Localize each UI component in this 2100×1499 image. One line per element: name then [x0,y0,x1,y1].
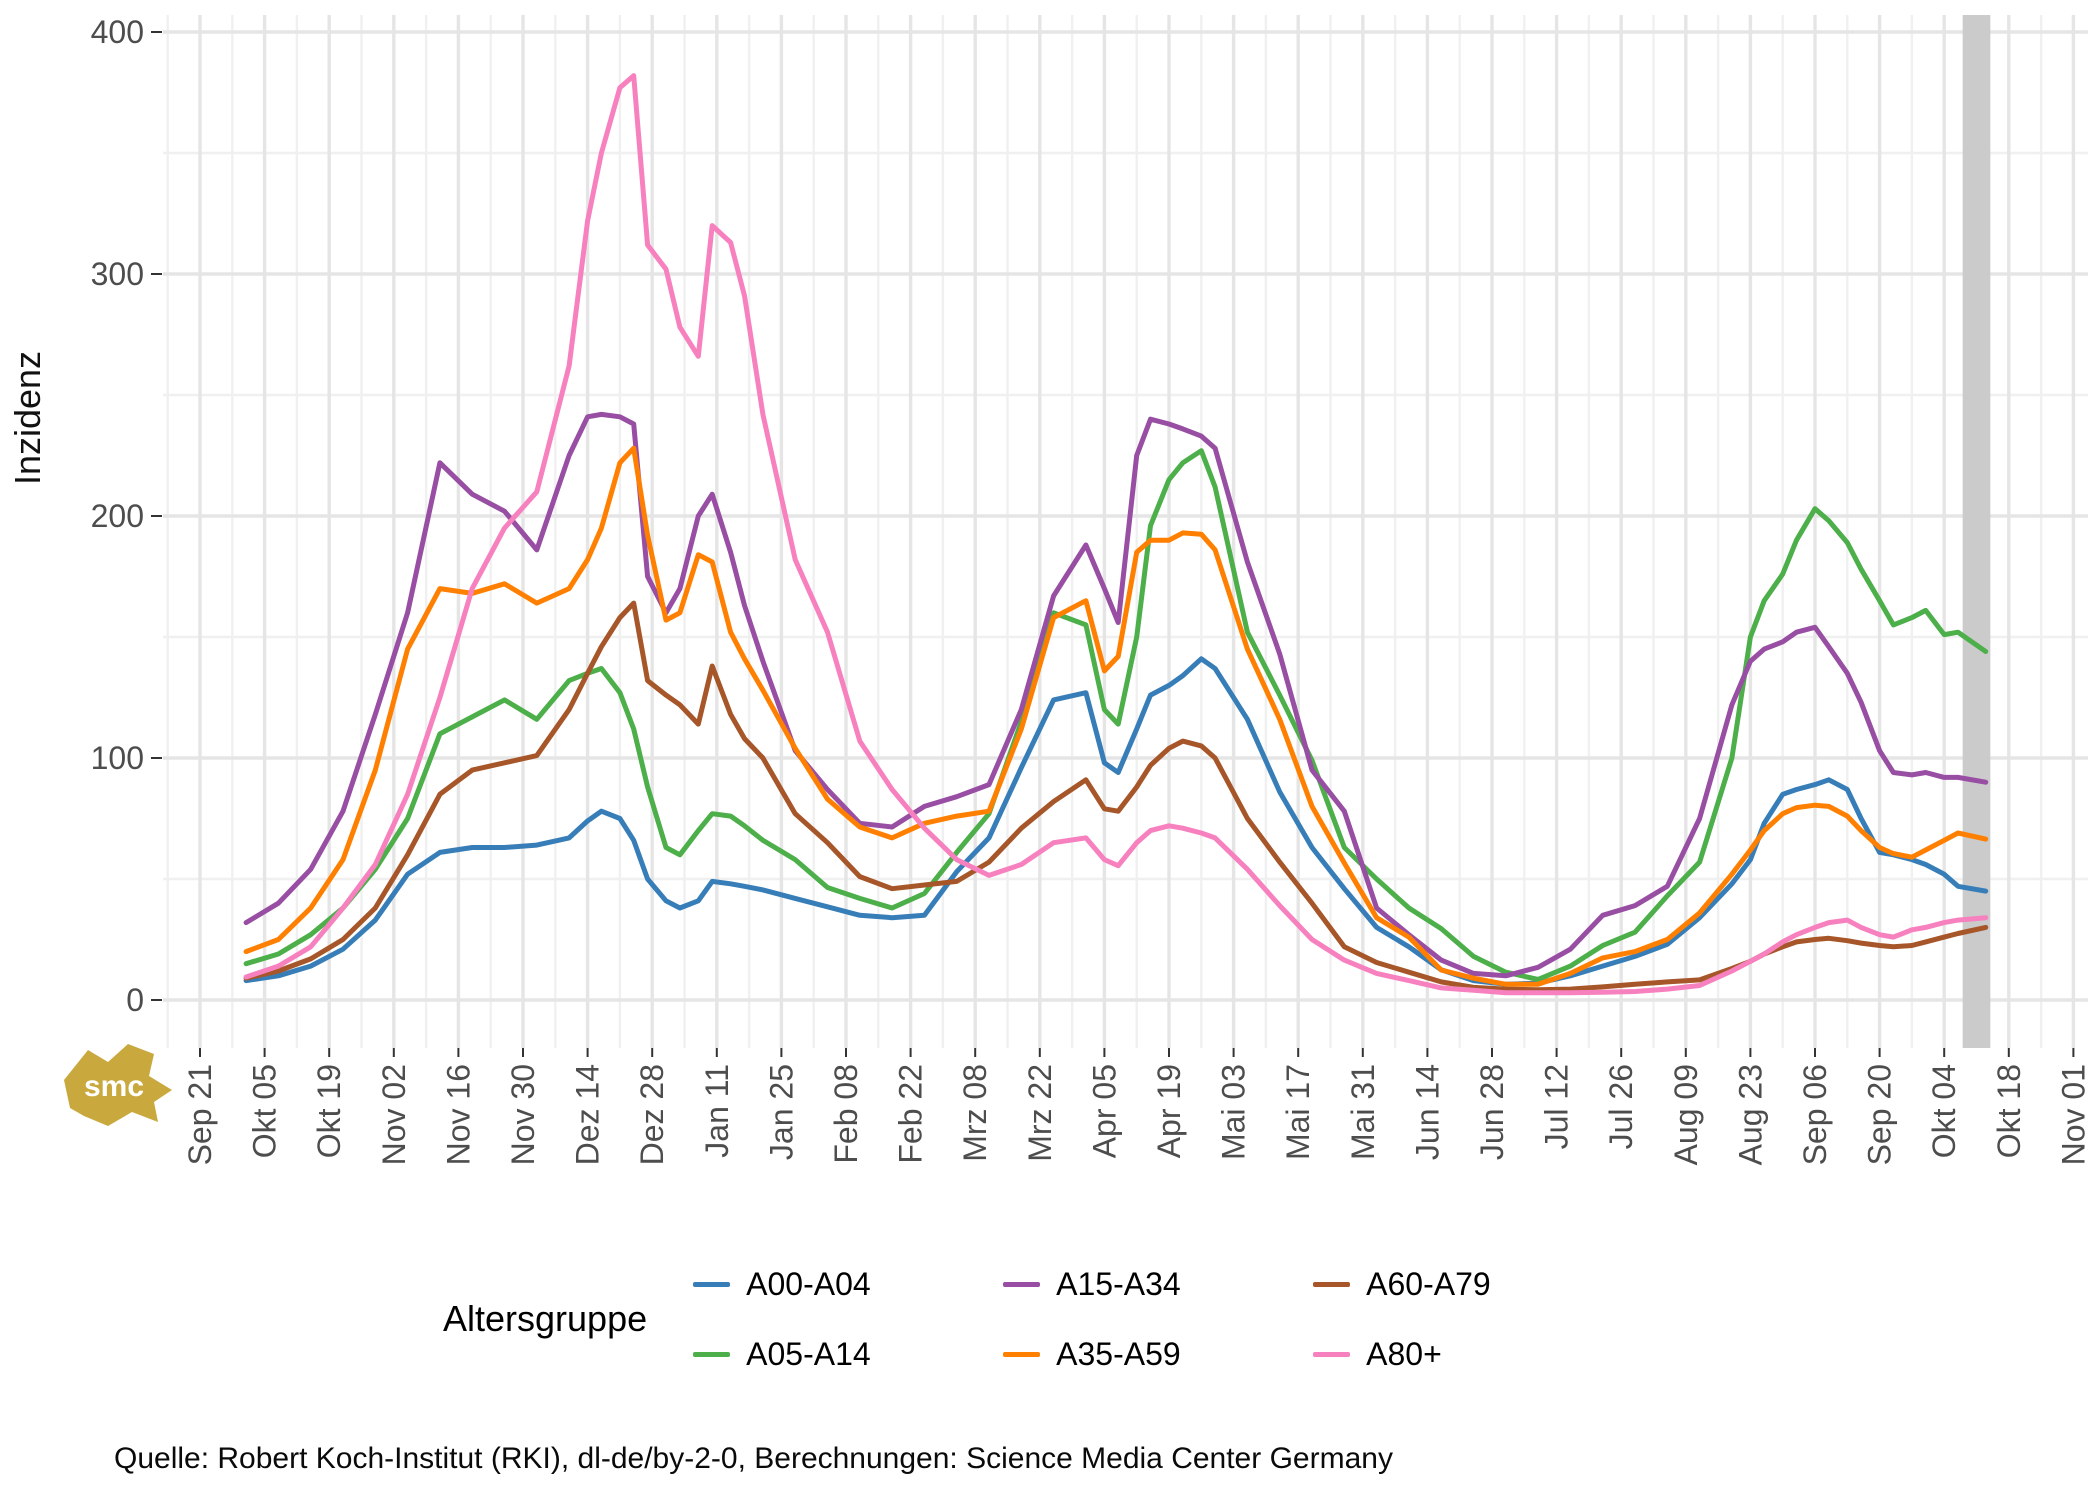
legend-key-line-icon [1313,1351,1351,1357]
source-attribution: Quelle: Robert Koch-Institut (RKI), dl-d… [114,1442,1393,1475]
x-tick-label: Sep 06 [1797,1064,1833,1165]
x-tick-label: Feb 08 [828,1064,864,1164]
x-tick-label: Mai 31 [1345,1064,1381,1160]
legend-item-a00-a04: A00-A04 [693,1268,939,1300]
y-tick-label: 200 [91,498,144,534]
series-line-a35-a59 [243,445,1989,987]
x-tick-label: Nov 02 [376,1064,412,1165]
x-tick-label: Mrz 08 [957,1064,993,1162]
series-line-a05-a14 [243,448,1989,982]
y-tick-label: 400 [91,14,144,50]
smc-logo-shape [64,1044,172,1126]
x-tick-label: Nov 30 [505,1064,541,1165]
x-tick-label: Jul 12 [1539,1064,1575,1149]
y-axis-title: Inzidenz [7,351,48,485]
x-tick-label: Dez 28 [634,1064,670,1165]
legend-key-line-icon [1313,1281,1351,1287]
provisional-data-band [1962,15,1991,1048]
legend-item-a60-a79: A60-A79 [1313,1268,1559,1300]
legend-key-line-icon [693,1351,731,1357]
grid-major [163,15,2088,1048]
series-lines [243,73,1989,996]
legend-item-label: A00-A04 [746,1266,871,1302]
x-tick-label: Nov 16 [440,1064,476,1165]
x-tick-label: Sep 21 [182,1064,218,1165]
y-axis-tick-labels: 0 100 200 300 400 [91,14,144,1018]
grid-minor [163,15,2088,1048]
x-tick-label: Sep 20 [1862,1064,1898,1165]
x-tick-label: Okt 18 [1991,1064,2027,1158]
series-line-a60-a79 [243,600,1989,993]
x-tick-label: Okt 05 [247,1064,283,1158]
legend-item-label: A60-A79 [1366,1266,1491,1302]
x-tick-label: Jan 11 [699,1064,735,1158]
legend-key-line-icon [1003,1351,1041,1357]
smc-logo: smc [64,1044,172,1126]
legend-items: A00-A04 A05-A14 A15-A34 A35-A59 A60-A79 … [693,1268,1559,1370]
x-tick-label: Mai 03 [1216,1064,1252,1160]
x-tick-label: Feb 22 [893,1064,929,1164]
x-tick-label: Mrz 22 [1022,1064,1058,1162]
series-line-a00-a04 [243,656,1989,987]
x-tick-label: Aug 23 [1732,1064,1768,1165]
legend-item-label: A05-A14 [746,1336,871,1372]
legend-key-line-icon [1003,1281,1041,1287]
legend-item-a05-a14: A05-A14 [693,1338,939,1370]
x-axis-tick-labels: Sep 21 Okt 05 Okt 19 Nov 02 Nov 16 Nov 30 Dez … [182,1064,2091,1165]
legend-item-label: A35-A59 [1056,1336,1181,1372]
y-tick-label: 0 [126,982,144,1018]
x-tick-label: Dez 14 [570,1064,606,1165]
smc-logo-text: smc [84,1070,144,1103]
x-tick-label: Apr 19 [1151,1064,1187,1158]
legend-title: Altersgruppe [443,1298,648,1339]
legend-item-a80plus: A80+ [1313,1338,1559,1370]
axis-ticks [151,31,2075,1057]
series-line-a80- [243,73,1989,996]
x-tick-label: Nov 01 [2055,1064,2091,1165]
series-line-a15-a34 [243,411,1989,979]
x-tick-label: Jul 26 [1603,1064,1639,1149]
x-tick-label: Okt 19 [311,1064,347,1158]
x-tick-label: Jun 28 [1474,1064,1510,1160]
x-tick-label: Jun 14 [1409,1064,1445,1160]
x-tick-label: Okt 04 [1926,1064,1962,1158]
y-tick-label: 100 [91,740,144,776]
legend-item-a35-a59: A35-A59 [1003,1338,1249,1370]
x-tick-label: Apr 05 [1086,1064,1122,1158]
x-tick-label: Mai 17 [1280,1064,1316,1160]
x-tick-label: Jan 25 [763,1064,799,1160]
legend-item-a15-a34: A15-A34 [1003,1268,1249,1300]
legend: Altersgruppe A00-A04 A05-A14 A15-A34 A35… [443,1268,1559,1370]
y-tick-label: 300 [91,256,144,292]
legend-item-label: A15-A34 [1056,1266,1181,1302]
legend-item-label: A80+ [1366,1336,1442,1372]
x-tick-label: Aug 09 [1668,1064,1704,1165]
legend-key-line-icon [693,1281,731,1287]
